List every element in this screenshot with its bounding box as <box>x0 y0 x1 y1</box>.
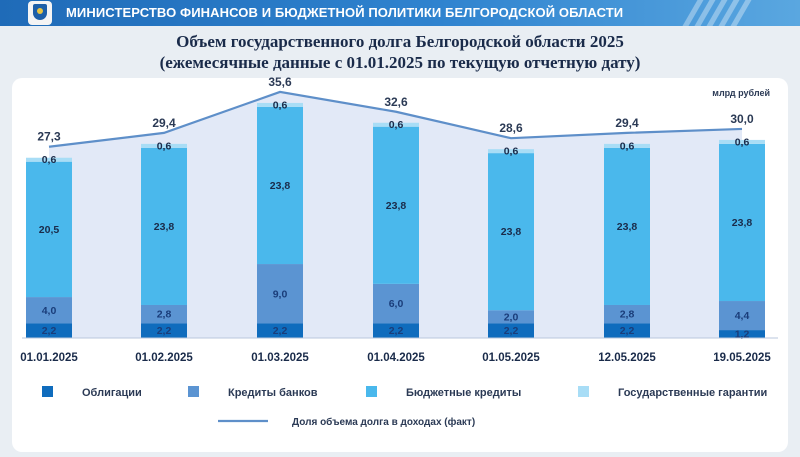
data-label: 0,6 <box>620 140 635 152</box>
bar-segment <box>488 153 534 311</box>
bar-segment <box>604 147 650 305</box>
chart-subtitle: (ежемесячные данные с 01.01.2025 по теку… <box>159 53 641 72</box>
data-label: 23,8 <box>501 226 522 238</box>
legend-swatch <box>42 386 53 397</box>
data-label: 2,2 <box>620 325 635 337</box>
bar-segment <box>26 297 72 324</box>
bar-segment <box>141 147 187 305</box>
bar-segment <box>26 161 72 298</box>
data-label: 23,8 <box>270 180 291 192</box>
data-label: 23,8 <box>154 221 175 233</box>
x-tick-label: 01.03.2025 <box>251 352 309 364</box>
region-coat-of-arms-icon <box>28 1 52 25</box>
debt-share-line <box>48 90 743 148</box>
legend-label: Бюджетные кредиты <box>406 387 521 399</box>
data-label: 6,0 <box>389 298 404 310</box>
data-label: 20,5 <box>39 224 60 236</box>
bar-segment <box>719 330 765 338</box>
data-label: 9,0 <box>273 288 288 300</box>
total-label: 30,0 <box>730 112 754 126</box>
chart-title: Объем государственного долга Белгородско… <box>176 32 624 51</box>
data-label: 0,6 <box>504 146 519 158</box>
legend-label: Доля объема долга в доходах (факт) <box>292 416 475 428</box>
data-label: 2,8 <box>620 309 635 321</box>
unit-label: млрд рублей <box>712 88 770 98</box>
data-label: 4,4 <box>735 310 750 322</box>
bar-segment <box>719 139 765 144</box>
data-label: 0,6 <box>389 119 404 131</box>
total-label: 35,6 <box>268 75 292 89</box>
legend-label: Кредиты банков <box>228 387 318 399</box>
data-label: 2,8 <box>157 309 172 321</box>
legend-swatch <box>188 386 199 397</box>
bar-segment <box>141 304 187 324</box>
data-label: 2,0 <box>504 311 519 323</box>
bar-segment <box>488 310 534 324</box>
total-label: 29,4 <box>152 116 176 130</box>
bar-segment <box>373 283 419 324</box>
data-label: 0,6 <box>273 99 288 111</box>
bar-segment <box>373 323 419 338</box>
data-label: 0,6 <box>42 154 57 166</box>
ministry-name: МИНИСТЕРСТВО ФИНАНСОВ И БЮДЖЕТНОЙ ПОЛИТИ… <box>66 5 624 20</box>
x-tick-label: 12.05.2025 <box>598 352 656 364</box>
bar-segment <box>604 143 650 148</box>
bar-segment <box>373 126 419 284</box>
data-label: 0,6 <box>157 140 172 152</box>
x-tick-label: 19.05.2025 <box>713 352 771 364</box>
x-tick-label: 01.05.2025 <box>482 352 540 364</box>
bar-segment <box>26 157 72 162</box>
bar-segment <box>604 304 650 324</box>
legend-swatch <box>578 386 589 397</box>
x-tick-label: 01.04.2025 <box>367 352 425 364</box>
data-label: 2,2 <box>42 325 57 337</box>
data-label: 2,2 <box>389 325 404 337</box>
total-label: 28,6 <box>499 121 523 135</box>
legend-label: Облигации <box>82 387 142 399</box>
data-label: 2,2 <box>157 325 172 337</box>
data-label: 0,6 <box>735 136 750 148</box>
bar-segment <box>373 122 419 127</box>
legend-label: Государственные гарантии <box>618 387 767 399</box>
bar-segment <box>488 323 534 338</box>
data-label: 23,8 <box>732 217 753 229</box>
bar-segment <box>141 323 187 338</box>
bar-segment <box>604 323 650 338</box>
bar-segment <box>141 143 187 148</box>
data-label: 2,2 <box>273 325 288 337</box>
data-label: 4,0 <box>42 305 57 317</box>
x-tick-label: 01.01.2025 <box>20 352 78 364</box>
bar-segment <box>257 264 303 324</box>
bar-segment <box>719 143 765 302</box>
data-label: 2,2 <box>504 325 519 337</box>
bar-segment <box>488 149 534 154</box>
total-label: 27,3 <box>37 130 61 144</box>
bar-segment <box>719 301 765 331</box>
data-label: 23,8 <box>386 200 407 212</box>
total-label: 32,6 <box>384 95 408 109</box>
bar-segment <box>26 323 72 338</box>
data-label: 23,8 <box>617 221 638 233</box>
legend-swatch <box>366 386 377 397</box>
data-label: 1,2 <box>735 329 750 341</box>
x-tick-label: 01.02.2025 <box>135 352 193 364</box>
bar-segment <box>257 102 303 107</box>
total-label: 29,4 <box>615 116 639 130</box>
header-bar: МИНИСТЕРСТВО ФИНАНСОВ И БЮДЖЕТНОЙ ПОЛИТИ… <box>0 0 800 26</box>
bar-segment <box>257 323 303 338</box>
bar-segment <box>257 106 303 265</box>
